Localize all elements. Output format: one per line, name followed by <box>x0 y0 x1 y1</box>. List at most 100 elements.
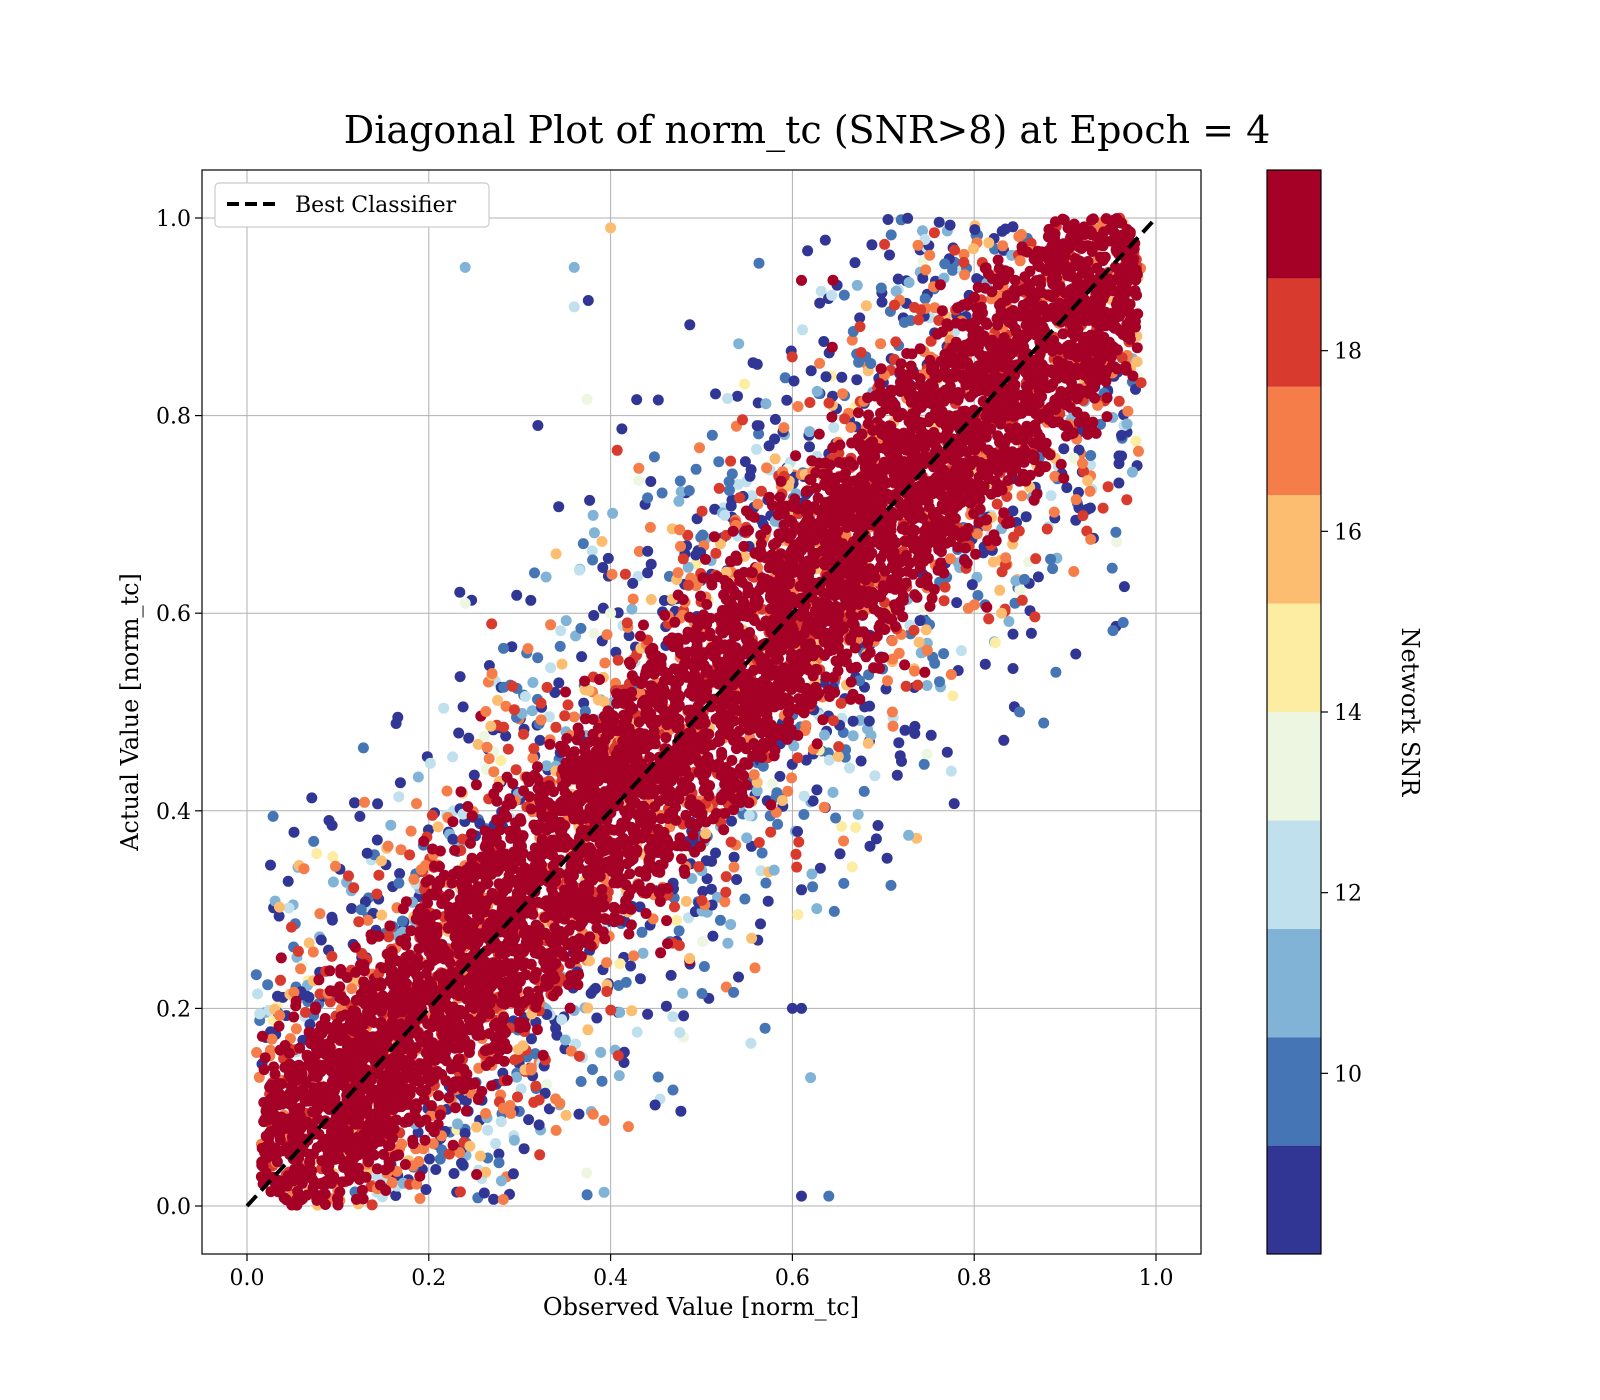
data-point <box>826 289 838 301</box>
data-point <box>383 931 395 943</box>
data-point <box>769 453 781 465</box>
data-point <box>675 1105 687 1117</box>
data-point <box>696 505 708 517</box>
data-point <box>827 715 839 727</box>
data-point <box>1061 482 1073 494</box>
data-point <box>1007 628 1019 640</box>
data-point <box>1030 553 1042 565</box>
data-point <box>415 1085 427 1097</box>
data-point <box>1019 573 1030 585</box>
data-point <box>700 828 712 840</box>
data-point <box>972 590 984 601</box>
data-point <box>819 457 831 469</box>
data-point <box>488 1193 500 1205</box>
data-point <box>587 554 599 566</box>
data-point <box>996 566 1008 578</box>
data-point <box>858 785 870 797</box>
data-point <box>1025 627 1037 639</box>
data-point <box>545 619 557 631</box>
data-point <box>811 784 823 796</box>
data-point <box>1025 237 1037 249</box>
data-point <box>584 955 595 967</box>
data-point <box>757 760 769 772</box>
data-point <box>951 597 963 609</box>
data-point <box>903 277 915 288</box>
data-point <box>645 558 657 570</box>
data-point <box>373 869 385 881</box>
data-point <box>394 777 406 789</box>
data-point <box>1113 477 1125 489</box>
data-point <box>637 947 649 959</box>
data-point <box>527 752 539 764</box>
data-point <box>1085 450 1097 461</box>
data-point <box>864 840 876 852</box>
data-point <box>324 996 336 1008</box>
data-point <box>614 1006 626 1018</box>
data-point <box>573 564 585 576</box>
data-point <box>914 615 926 627</box>
data-point <box>921 680 933 691</box>
data-point <box>987 556 999 568</box>
data-point <box>677 987 689 999</box>
data-point <box>474 1150 486 1162</box>
data-point <box>1073 444 1085 456</box>
data-point <box>434 861 445 872</box>
data-point <box>682 626 694 638</box>
data-point <box>531 1024 543 1036</box>
data-point <box>366 1199 378 1211</box>
data-point <box>605 1004 617 1016</box>
data-point <box>755 485 767 497</box>
data-point <box>561 733 573 744</box>
data-point <box>412 771 424 783</box>
data-point <box>846 334 858 346</box>
data-point <box>770 806 782 818</box>
data-point <box>753 428 765 440</box>
data-point <box>807 795 819 807</box>
data-point <box>1048 506 1060 518</box>
data-point <box>726 468 738 480</box>
data-point <box>472 738 484 750</box>
data-point <box>599 657 611 669</box>
data-point <box>468 769 480 781</box>
data-point <box>732 390 743 402</box>
data-point <box>372 798 384 810</box>
data-point <box>498 721 510 733</box>
data-point <box>866 239 878 251</box>
data-point <box>819 729 830 741</box>
data-point <box>596 1075 608 1087</box>
data-point <box>791 861 803 873</box>
data-point <box>802 245 814 257</box>
data-point <box>731 874 743 885</box>
data-point <box>1070 494 1082 506</box>
data-point <box>654 896 666 907</box>
data-point <box>881 852 893 864</box>
data-point <box>948 798 960 810</box>
data-point <box>644 521 656 533</box>
data-point <box>669 616 681 628</box>
data-point <box>748 769 760 781</box>
data-point <box>1084 485 1096 497</box>
data-point <box>525 594 537 606</box>
data-point <box>837 388 848 400</box>
data-point <box>288 1011 300 1023</box>
data-point <box>694 442 705 454</box>
data-point <box>779 372 791 384</box>
data-point <box>997 240 1009 252</box>
data-point <box>734 492 746 504</box>
data-point <box>645 594 657 605</box>
data-point <box>634 973 646 985</box>
data-point <box>481 741 493 753</box>
data-point <box>290 1023 302 1035</box>
data-point <box>298 863 310 875</box>
data-point <box>945 669 957 680</box>
data-point <box>274 901 285 913</box>
data-point <box>626 1005 638 1017</box>
data-point <box>900 680 912 692</box>
data-point <box>655 947 667 959</box>
data-point <box>696 988 708 999</box>
data-point <box>500 730 512 742</box>
data-point <box>565 1045 577 1057</box>
data-point <box>627 577 639 589</box>
data-point <box>434 1153 446 1165</box>
